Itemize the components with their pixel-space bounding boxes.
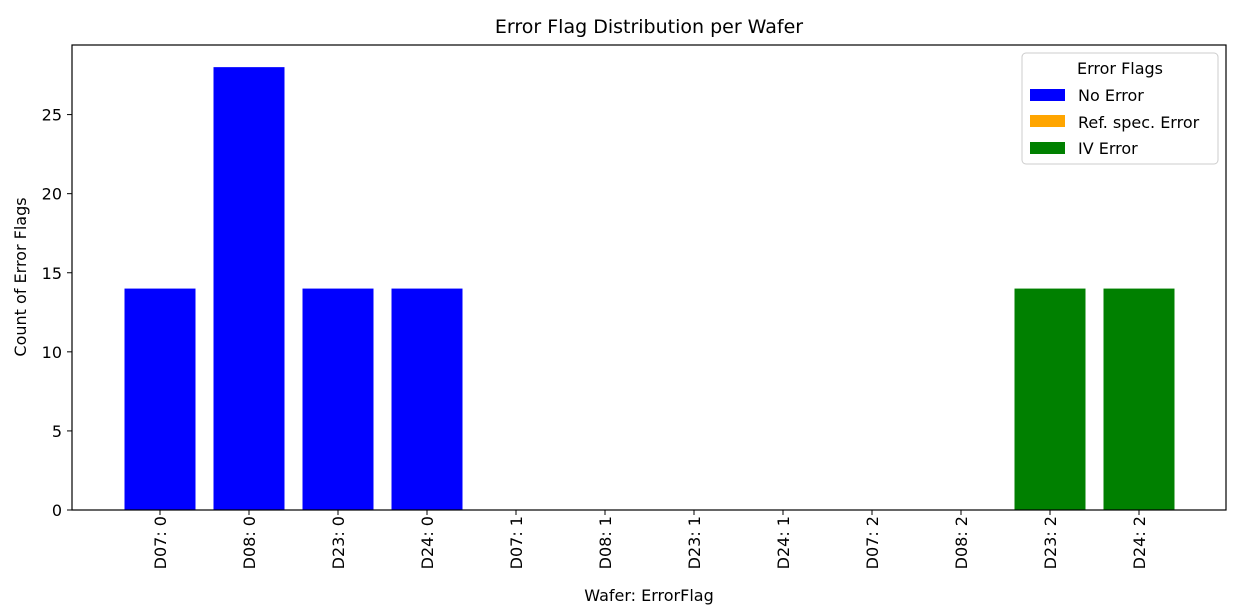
bar-d24-0	[391, 288, 463, 510]
plot-frame	[71, 44, 1227, 511]
bars	[124, 67, 1175, 511]
y-tick-label: 0	[52, 501, 62, 520]
legend-title: Error Flags	[1077, 59, 1163, 78]
bar-d24-2	[1103, 288, 1175, 510]
bar-d23-0	[302, 288, 374, 510]
legend-label-ref-spec-error: Ref. spec. Error	[1078, 113, 1200, 132]
chart-title: Error Flag Distribution per Wafer	[495, 16, 803, 38]
x-tick-label: D24: 1	[774, 516, 793, 569]
x-tick-label: D23: 2	[1041, 516, 1060, 569]
legend-label-no-error: No Error	[1078, 86, 1144, 105]
x-tick-label: D07: 1	[507, 516, 526, 569]
y-tick-label: 15	[42, 264, 62, 283]
x-tick-label: D23: 1	[685, 516, 704, 569]
legend-swatch-ref-spec-error	[1030, 115, 1065, 127]
x-axis-ticks: D07: 0 D08: 0 D23: 0 D24: 0 D07: 1 D08: 1 D23:…	[151, 510, 1149, 569]
x-tick-label: D07: 0	[151, 516, 170, 569]
x-tick-label: D07: 2	[863, 516, 882, 569]
y-tick-label: 20	[42, 185, 62, 204]
bar-d23-2	[1014, 288, 1086, 510]
y-axis-ticks: 0 5 10 15 20 25	[42, 106, 72, 520]
legend-entry-ref-spec-error: Ref. spec. Error	[1030, 113, 1200, 132]
x-axis-label: Wafer: ErrorFlag	[584, 586, 713, 605]
legend-swatch-iv-error	[1030, 142, 1065, 154]
legend-label-iv-error: IV Error	[1078, 139, 1138, 158]
y-tick-label: 5	[52, 422, 62, 441]
legend-box	[1021, 52, 1219, 165]
bar-d07-0	[124, 288, 196, 510]
legend-entry-no-error: No Error	[1030, 86, 1144, 105]
x-tick-label: D08: 1	[596, 516, 615, 569]
legend: Error Flags No Error Ref. spec. Error IV…	[1021, 52, 1219, 165]
x-tick-label: D08: 0	[240, 516, 259, 569]
x-tick-label: D24: 2	[1130, 516, 1149, 569]
x-tick-label: D24: 0	[418, 516, 437, 569]
y-axis-label: Count of Error Flags	[11, 197, 30, 356]
y-tick-label: 10	[42, 343, 62, 362]
bar-d08-0	[213, 67, 285, 511]
y-tick-label: 25	[42, 106, 62, 125]
x-tick-label: D23: 0	[329, 516, 348, 569]
legend-swatch-no-error	[1030, 89, 1065, 101]
x-tick-label: D08: 2	[952, 516, 971, 569]
legend-entry-iv-error: IV Error	[1030, 139, 1138, 158]
